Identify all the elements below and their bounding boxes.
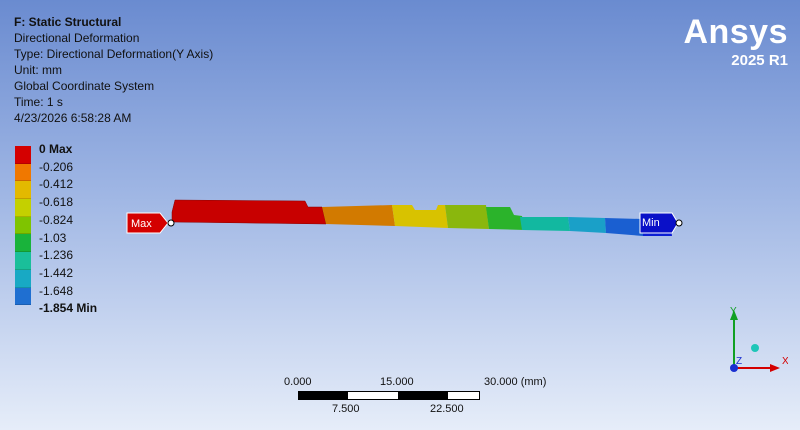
legend-color-bar xyxy=(15,146,31,306)
scale-label: 0.000 xyxy=(284,376,312,388)
brand-version: 2025 R1 xyxy=(731,52,788,69)
legend-swatch xyxy=(15,234,31,253)
result-timestamp: 4/23/2026 6:58:28 AM xyxy=(14,111,132,125)
legend-label: -0.824 xyxy=(39,212,74,227)
min-probe-flag xyxy=(639,212,679,234)
deformed-beam[interactable] xyxy=(171,199,672,236)
triad-y-label: Y xyxy=(730,306,737,317)
legend-label-min: -1.854 Min xyxy=(39,301,98,316)
triad-iso-dot[interactable] xyxy=(751,344,759,352)
legend-label-max: 0 Max xyxy=(39,142,73,156)
coordinate-system: Global Coordinate System xyxy=(14,79,155,93)
beam-segment-orange xyxy=(322,205,395,226)
legend-swatch xyxy=(15,146,31,164)
scale-label: 15.000 xyxy=(380,376,414,388)
legend-swatch xyxy=(15,199,31,217)
brand-logo-text: Ansys xyxy=(683,13,788,51)
legend-swatch xyxy=(15,163,31,182)
beam-segment-yellow xyxy=(392,205,448,228)
legend-label: -1.648 xyxy=(39,283,74,298)
max-probe-point xyxy=(167,219,175,227)
beam-segment-red xyxy=(171,199,327,225)
max-probe[interactable] xyxy=(126,212,175,234)
scale-label: 7.500 xyxy=(332,403,360,415)
beam-segment-cyan xyxy=(568,217,606,233)
max-probe-label: Max xyxy=(131,218,152,230)
legend-label: -0.618 xyxy=(39,195,74,210)
result-info-panel: F: Static Structural Directional Deforma… xyxy=(14,14,213,126)
ansys-logo: Ansys 2025 R1 xyxy=(683,14,788,69)
beam-segment-green xyxy=(486,207,525,230)
scale-label: 30.000 (mm) xyxy=(484,376,547,388)
legend-swatch xyxy=(15,252,31,270)
beam-segment-teal xyxy=(520,217,570,231)
result-type: Type: Directional Deformation(Y Axis) xyxy=(14,47,214,61)
min-probe-label: Min xyxy=(642,217,660,229)
legend-swatch xyxy=(15,287,31,306)
legend-label: -1.236 xyxy=(39,248,74,263)
analysis-title: F: Static Structural xyxy=(14,15,122,29)
result-unit: Unit: mm xyxy=(14,63,62,77)
min-probe[interactable] xyxy=(639,212,683,234)
legend-swatch xyxy=(15,269,31,288)
beam-segment-blue xyxy=(605,218,643,236)
legend-label: -1.442 xyxy=(39,265,74,280)
legend-swatch xyxy=(15,216,31,235)
beam-segment-lime xyxy=(445,205,489,229)
legend-swatch xyxy=(15,181,31,200)
legend-label: -0.206 xyxy=(39,159,74,174)
legend-label: -1.03 xyxy=(39,230,67,245)
legend-label: -0.412 xyxy=(39,177,74,192)
coordinate-triad[interactable]: Y X Z xyxy=(718,300,788,380)
triad-z-label: Z xyxy=(736,356,742,367)
result-name: Directional Deformation xyxy=(14,31,140,45)
max-probe-flag xyxy=(126,212,169,234)
scale-ruler xyxy=(298,391,480,400)
result-time: Time: 1 s xyxy=(14,95,63,109)
scale-label: 22.500 xyxy=(430,403,464,415)
triad-x-label: X xyxy=(782,356,788,367)
min-probe-point xyxy=(675,219,683,227)
